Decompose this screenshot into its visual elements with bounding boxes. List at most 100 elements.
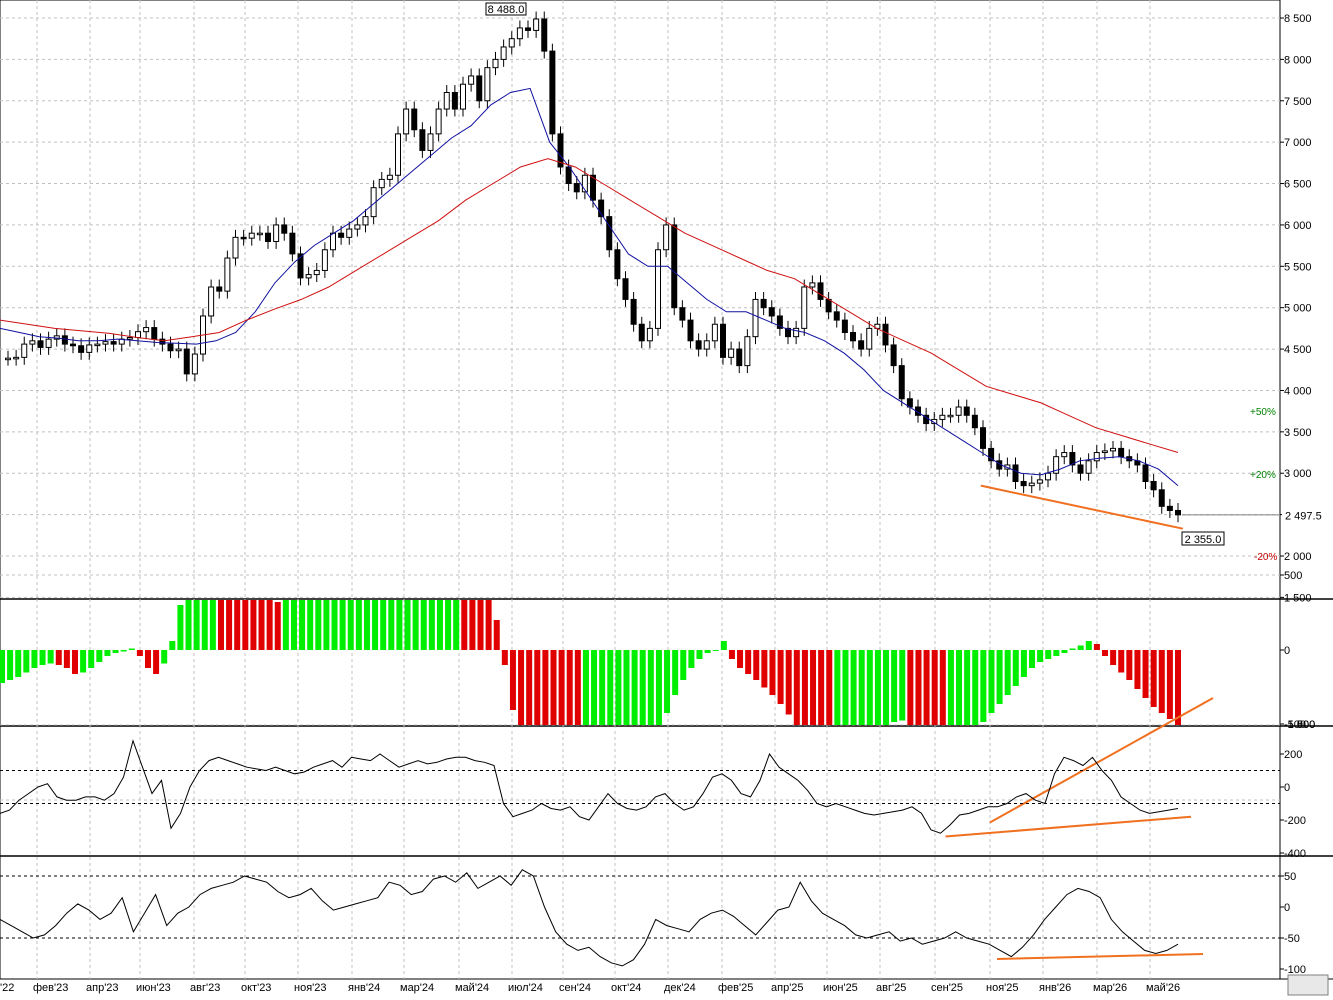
histogram-bar xyxy=(1150,650,1157,707)
candle-body xyxy=(890,344,897,367)
y-tick-label: 500 xyxy=(1284,570,1302,582)
histogram-bar xyxy=(785,650,792,715)
candle-body xyxy=(468,75,475,85)
histogram-bar xyxy=(534,650,541,725)
candle-body xyxy=(183,348,190,375)
candle-body xyxy=(297,253,304,279)
candle-body xyxy=(858,340,865,350)
histogram-bar xyxy=(542,650,549,725)
histogram-bar xyxy=(1004,650,1011,695)
candle-body xyxy=(590,174,596,201)
candle-body xyxy=(866,327,873,350)
candle-body xyxy=(1093,452,1100,462)
candle-body xyxy=(817,282,824,300)
candle-body xyxy=(1020,481,1027,487)
candle-body xyxy=(809,282,816,288)
max-label: 8 488.0 xyxy=(485,2,527,16)
candle-body xyxy=(476,75,483,102)
histogram-bar xyxy=(907,650,914,725)
candle-body xyxy=(484,67,491,102)
svg-text:2 497.5: 2 497.5 xyxy=(1285,511,1322,523)
axes-labels: 8 500 8 000 7 500 7 000 6 500 6 000 5 500 5 000… xyxy=(33,13,1315,994)
histogram-bar xyxy=(728,650,735,659)
histogram-bar xyxy=(185,600,192,650)
candle-body xyxy=(70,343,76,347)
histogram-bar xyxy=(931,650,938,725)
ma-slow-line xyxy=(0,158,1179,453)
histogram-bar xyxy=(1142,650,1149,698)
candle-body xyxy=(1110,447,1116,452)
candle-body xyxy=(646,327,653,342)
histogram-bar xyxy=(866,650,873,725)
histogram-bar xyxy=(234,600,241,650)
histogram-bar xyxy=(193,600,200,650)
histogram-bar xyxy=(461,600,468,650)
histogram-bar xyxy=(550,650,557,725)
histogram-bar xyxy=(810,650,817,725)
oscillator-2-divergence-line xyxy=(996,953,1204,960)
histogram-bar xyxy=(23,650,30,673)
x-tick-label: июл'24 xyxy=(508,982,543,994)
price-trendline xyxy=(980,484,1184,530)
candle-body xyxy=(1036,479,1043,484)
candle-body xyxy=(541,18,548,52)
histogram-bar xyxy=(477,600,484,650)
candle-body xyxy=(460,83,466,110)
candle-body xyxy=(736,348,743,367)
histogram-bar xyxy=(818,650,825,725)
candle-body xyxy=(175,348,182,352)
x-tick-label: дек'24 xyxy=(664,982,696,994)
histogram-bar xyxy=(31,650,38,668)
candle-body xyxy=(411,108,418,131)
histogram-bar xyxy=(696,650,703,659)
oscillator-1-divergence-line xyxy=(945,815,1192,838)
scroll-thumb[interactable] xyxy=(1287,974,1329,996)
candle-body xyxy=(102,341,109,345)
y-tick-label: 3 500 xyxy=(1284,427,1312,439)
histogram-bar xyxy=(688,650,695,668)
candle-body xyxy=(143,327,150,333)
histogram-bar xyxy=(436,600,443,650)
x-tick-label: июн'23 xyxy=(136,982,171,994)
histogram-bar xyxy=(161,650,168,664)
histogram-bar xyxy=(582,650,589,725)
candle-body xyxy=(598,199,605,218)
histogram-bar xyxy=(956,650,963,725)
candle-body xyxy=(825,298,832,313)
histogram-bar xyxy=(664,650,671,713)
histogram-bar xyxy=(39,650,46,665)
candle-body xyxy=(955,406,962,416)
histogram-bar xyxy=(793,650,800,725)
candle-body xyxy=(135,331,141,338)
x-tick-label: май'24 xyxy=(455,982,489,994)
histogram-bar xyxy=(420,600,427,650)
candle-body xyxy=(378,178,385,189)
candle-body xyxy=(159,338,166,345)
y-tick-label: -50 xyxy=(1284,933,1300,945)
histogram-bar xyxy=(753,650,760,680)
histogram-bar xyxy=(226,600,233,650)
candle-body xyxy=(216,286,223,292)
x-tick-label: май'26 xyxy=(1146,982,1180,994)
histogram-bar xyxy=(1175,650,1181,725)
x-label-partial: '22 xyxy=(0,982,14,994)
histogram-bar xyxy=(826,650,833,725)
candle-body xyxy=(971,414,978,429)
candle-body xyxy=(744,336,751,367)
histogram-bar xyxy=(128,648,135,650)
histogram-bar xyxy=(1012,650,1019,686)
histogram-bar xyxy=(112,650,119,653)
histogram-bar xyxy=(136,650,143,656)
candle-body xyxy=(533,18,540,31)
candle-body xyxy=(508,38,515,48)
y-tick-label: -500 xyxy=(1284,719,1306,731)
histogram-bar xyxy=(63,650,70,668)
histogram-bar xyxy=(355,600,362,650)
candle-body xyxy=(785,327,791,338)
histogram-bar xyxy=(526,650,533,725)
candle-body xyxy=(549,50,556,135)
histogram-bar xyxy=(88,650,95,668)
histogram-bar xyxy=(972,650,979,725)
histogram-bar xyxy=(591,650,598,725)
histogram-bar xyxy=(412,600,419,650)
